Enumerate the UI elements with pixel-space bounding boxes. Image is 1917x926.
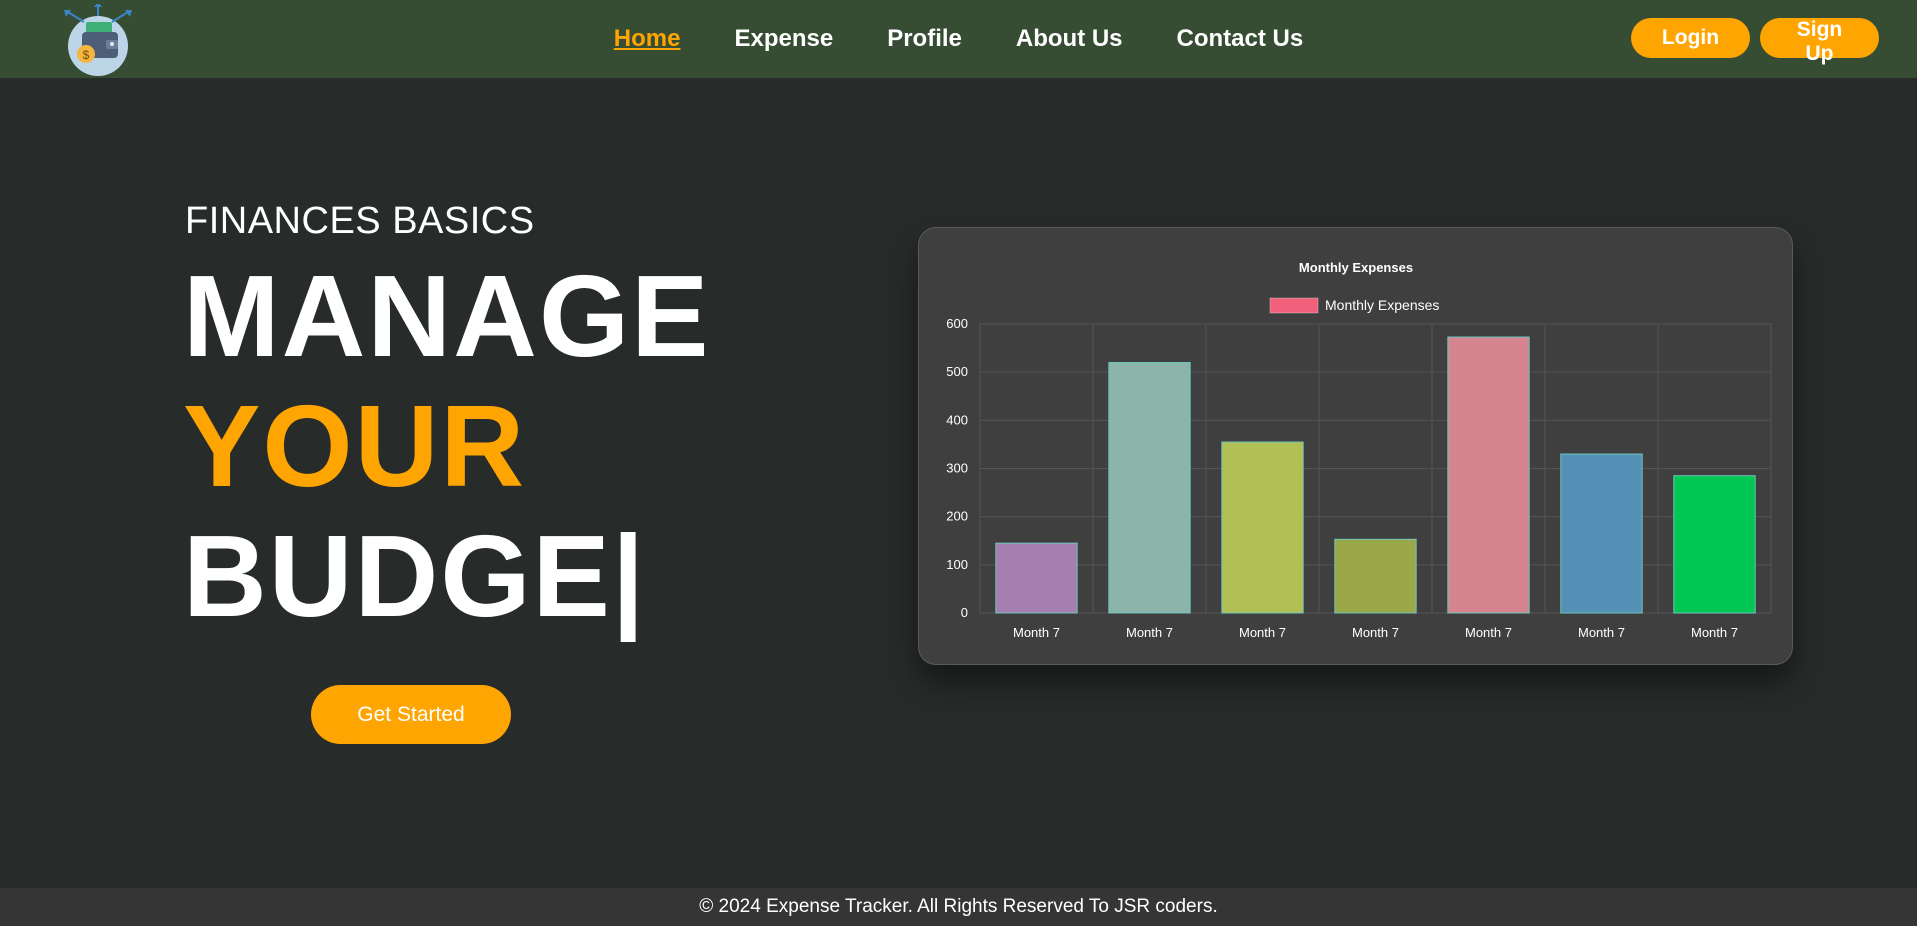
hero-headline-line2: YOUR xyxy=(183,381,527,511)
navbar: $ Home Expense Profile About Us Contact … xyxy=(0,0,1917,78)
y-tick-label: 200 xyxy=(946,509,968,524)
nav-home-link[interactable]: Home xyxy=(613,25,681,52)
legend-swatch xyxy=(1269,297,1319,314)
hero-subtitle: FINANCES BASICS xyxy=(185,200,535,242)
y-tick-label: 300 xyxy=(946,461,968,476)
footer: © 2024 Expense Tracker. All Rights Reser… xyxy=(0,888,1917,926)
x-tick-label: Month 7 xyxy=(1691,625,1738,640)
hero-headline-line3: BUDGE| xyxy=(183,511,647,641)
login-button[interactable]: Login xyxy=(1631,18,1750,58)
expense-chart-card: Monthly Expenses Monthly Expenses 0 100 200 3… xyxy=(918,227,1793,665)
get-started-button[interactable]: Get Started xyxy=(311,685,511,744)
nav-contact-link[interactable]: Contact Us xyxy=(1176,25,1304,52)
hero-headline-line1: MANAGE xyxy=(183,251,711,381)
nav-expense-link[interactable]: Expense xyxy=(734,25,834,52)
svg-text:$: $ xyxy=(83,48,90,62)
y-tick-label: 0 xyxy=(961,605,968,620)
legend-label: Monthly Expenses xyxy=(1325,297,1439,313)
x-tick-label: Month 7 xyxy=(1352,625,1399,640)
footer-copyright: © 2024 Expense Tracker. All Rights Reser… xyxy=(699,896,1218,917)
chart-bar xyxy=(1560,453,1643,614)
chart-title: Monthly Expenses xyxy=(1299,260,1413,275)
nav-about-link[interactable]: About Us xyxy=(1015,25,1123,52)
chart-bar xyxy=(1221,441,1304,614)
x-tick-label: Month 7 xyxy=(1126,625,1173,640)
nav-profile-link[interactable]: Profile xyxy=(887,25,962,52)
wallet-icon[interactable]: $ xyxy=(60,4,136,78)
y-tick-label: 100 xyxy=(946,557,968,572)
x-tick-label: Month 7 xyxy=(1013,625,1060,640)
y-tick-label: 500 xyxy=(946,364,968,379)
signup-button[interactable]: Sign Up xyxy=(1760,18,1879,65)
chart-bar xyxy=(1108,362,1191,614)
chart-bar xyxy=(1447,336,1530,614)
x-tick-label: Month 7 xyxy=(1465,625,1512,640)
y-tick-label: 400 xyxy=(946,412,968,427)
chart-bar xyxy=(995,542,1078,614)
chart-bar xyxy=(1673,475,1756,614)
main-nav: Home Expense Profile About Us Contact Us xyxy=(0,0,1917,78)
x-tick-label: Month 7 xyxy=(1239,625,1286,640)
monthly-expenses-chart: Monthly Expenses Monthly Expenses 0 100 200 3… xyxy=(946,260,1772,640)
auth-buttons: Login Sign Up xyxy=(1631,18,1879,65)
y-tick-label: 600 xyxy=(946,316,968,331)
chart-bar xyxy=(1334,538,1417,614)
x-tick-label: Month 7 xyxy=(1578,625,1625,640)
